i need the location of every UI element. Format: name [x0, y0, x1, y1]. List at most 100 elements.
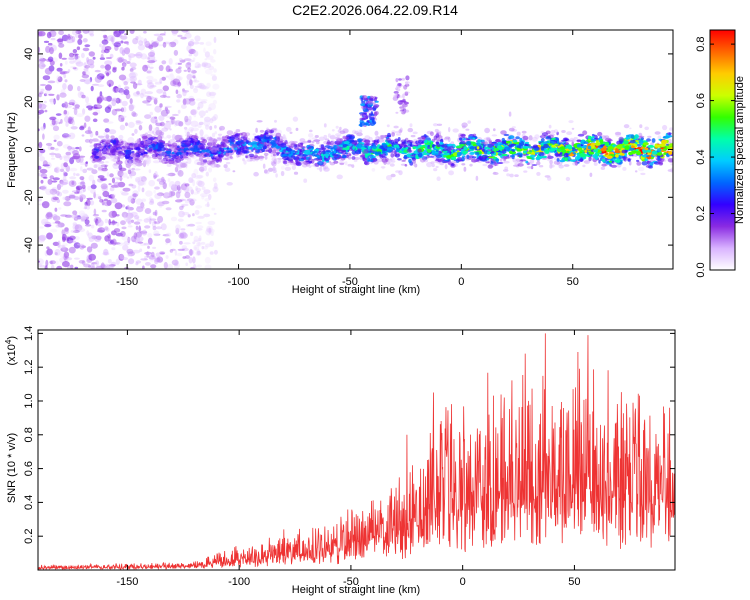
heatmap-cell — [522, 145, 529, 149]
heatmap-cell — [86, 246, 93, 253]
heatmap-cell — [101, 227, 108, 231]
heatmap-cell — [514, 174, 519, 178]
heatmap-cell — [80, 212, 88, 219]
heatmap-cell — [263, 152, 269, 156]
heatmap-cell — [327, 133, 331, 138]
heatmap-cell — [192, 57, 196, 61]
heatmap-cell — [647, 149, 652, 153]
heatmap-cell — [114, 145, 121, 148]
heatmap-cell — [255, 159, 259, 162]
heatmap-cell — [45, 84, 52, 91]
heatmap-cell — [210, 231, 214, 237]
heatmap-cell — [429, 131, 434, 137]
heatmap-cell — [70, 126, 78, 130]
heatmap-cell — [323, 123, 327, 128]
heatmap-cell — [146, 148, 153, 152]
heatmap-cell — [103, 263, 111, 269]
heatmap-cell — [401, 111, 406, 114]
heatmap-cell — [394, 138, 399, 144]
heatmap-cell — [211, 132, 216, 138]
heatmap-cell — [280, 140, 283, 143]
heatmap-cell — [466, 154, 470, 159]
heatmap-cell — [206, 91, 212, 97]
heatmap-cell — [438, 151, 442, 155]
heatmap-cell — [110, 197, 118, 204]
heatmap-cell — [260, 148, 266, 152]
heatmap-cell — [121, 145, 128, 149]
heatmap-cell — [209, 92, 216, 99]
heatmap-cell — [203, 163, 209, 168]
heatmap-cell — [129, 68, 134, 72]
heatmap-cell — [329, 134, 336, 140]
heatmap-cell — [189, 70, 193, 75]
heatmap-cell — [141, 187, 145, 193]
heatmap-cell — [302, 141, 309, 144]
heatmap-cell — [182, 89, 187, 97]
heatmap-cell — [192, 75, 196, 79]
heatmap-cell — [194, 246, 197, 250]
heatmap-cell — [213, 68, 217, 73]
heatmap-cell — [508, 135, 515, 140]
heatmap-cell — [147, 237, 153, 245]
y-tick-label: 1.4 — [23, 326, 35, 341]
heatmap-cell — [99, 73, 104, 77]
heatmap-cell — [136, 179, 140, 182]
heatmap-cell — [132, 193, 138, 198]
heatmap-cell — [267, 167, 274, 172]
heatmap-cell — [154, 105, 162, 113]
heatmap-cell — [135, 262, 139, 266]
heatmap-cell — [127, 253, 132, 257]
heatmap-cell — [253, 171, 259, 177]
heatmap-cell — [88, 265, 91, 268]
heatmap-cell — [136, 216, 140, 221]
heatmap-cell — [208, 65, 215, 71]
heatmap-cell — [226, 147, 230, 150]
heatmap-cell — [205, 152, 209, 156]
heatmap-cell — [488, 139, 492, 144]
heatmap-cell — [176, 184, 181, 191]
heatmap-cell — [69, 176, 77, 180]
heatmap-cell — [472, 137, 476, 140]
heatmap-cell — [195, 98, 202, 101]
heatmap-cell — [597, 131, 603, 137]
heatmap-cell — [79, 196, 84, 203]
heatmap-cell — [184, 32, 192, 39]
heatmap-cell — [601, 156, 606, 159]
heatmap-cell — [103, 201, 112, 207]
heatmap-cell — [196, 174, 204, 179]
heatmap-cell — [39, 226, 44, 229]
heatmap-cell — [403, 154, 408, 160]
heatmap-cell — [66, 237, 74, 244]
heatmap-cell — [591, 133, 595, 137]
heatmap-cell — [264, 169, 268, 174]
heatmap-cell — [336, 138, 342, 143]
heatmap-cell — [600, 166, 606, 170]
heatmap-cell — [118, 134, 124, 140]
heatmap-cell — [124, 47, 131, 55]
heatmap-cell — [492, 172, 499, 175]
heatmap-cell — [111, 193, 116, 198]
heatmap-cell — [281, 152, 286, 155]
heatmap-cell — [184, 128, 190, 135]
heatmap-cell — [38, 58, 45, 64]
heatmap-cell — [113, 30, 121, 38]
heatmap-cell — [121, 211, 129, 218]
heatmap-cell — [427, 144, 431, 148]
colorbar: 0.00.20.40.60.8 Normalized spectral ampl… — [695, 29, 746, 278]
heatmap-cell — [190, 74, 196, 77]
heatmap-cell — [153, 98, 158, 105]
heatmap-cell — [168, 190, 173, 197]
heatmap-cell — [91, 138, 99, 142]
heatmap-cell — [216, 157, 223, 162]
heatmap-cell — [628, 160, 632, 166]
heatmap-cell — [536, 161, 541, 166]
heatmap-cell — [122, 140, 128, 145]
heatmap-cell — [559, 152, 563, 155]
heatmap-cell — [223, 164, 228, 169]
heatmap-cell — [530, 165, 534, 170]
heatmap-cell — [52, 125, 60, 132]
heatmap-cell — [402, 98, 406, 103]
heatmap-cell — [177, 218, 184, 222]
heatmap-cell — [186, 79, 190, 86]
